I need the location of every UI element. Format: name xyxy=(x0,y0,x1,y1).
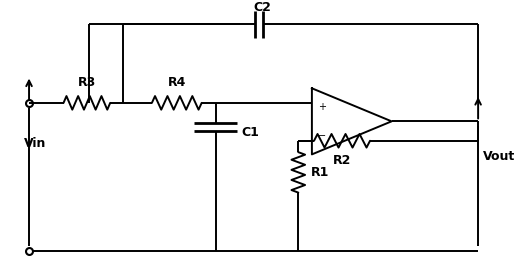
Text: C1: C1 xyxy=(241,126,259,138)
Text: R4: R4 xyxy=(168,76,186,89)
Text: R3: R3 xyxy=(78,76,96,89)
Text: R2: R2 xyxy=(333,154,351,167)
Text: +: + xyxy=(318,102,326,112)
Text: C2: C2 xyxy=(253,1,271,14)
Text: Vin: Vin xyxy=(24,137,46,150)
Text: Vout: Vout xyxy=(483,150,515,163)
Text: −: − xyxy=(318,131,326,141)
Text: R1: R1 xyxy=(311,166,329,179)
